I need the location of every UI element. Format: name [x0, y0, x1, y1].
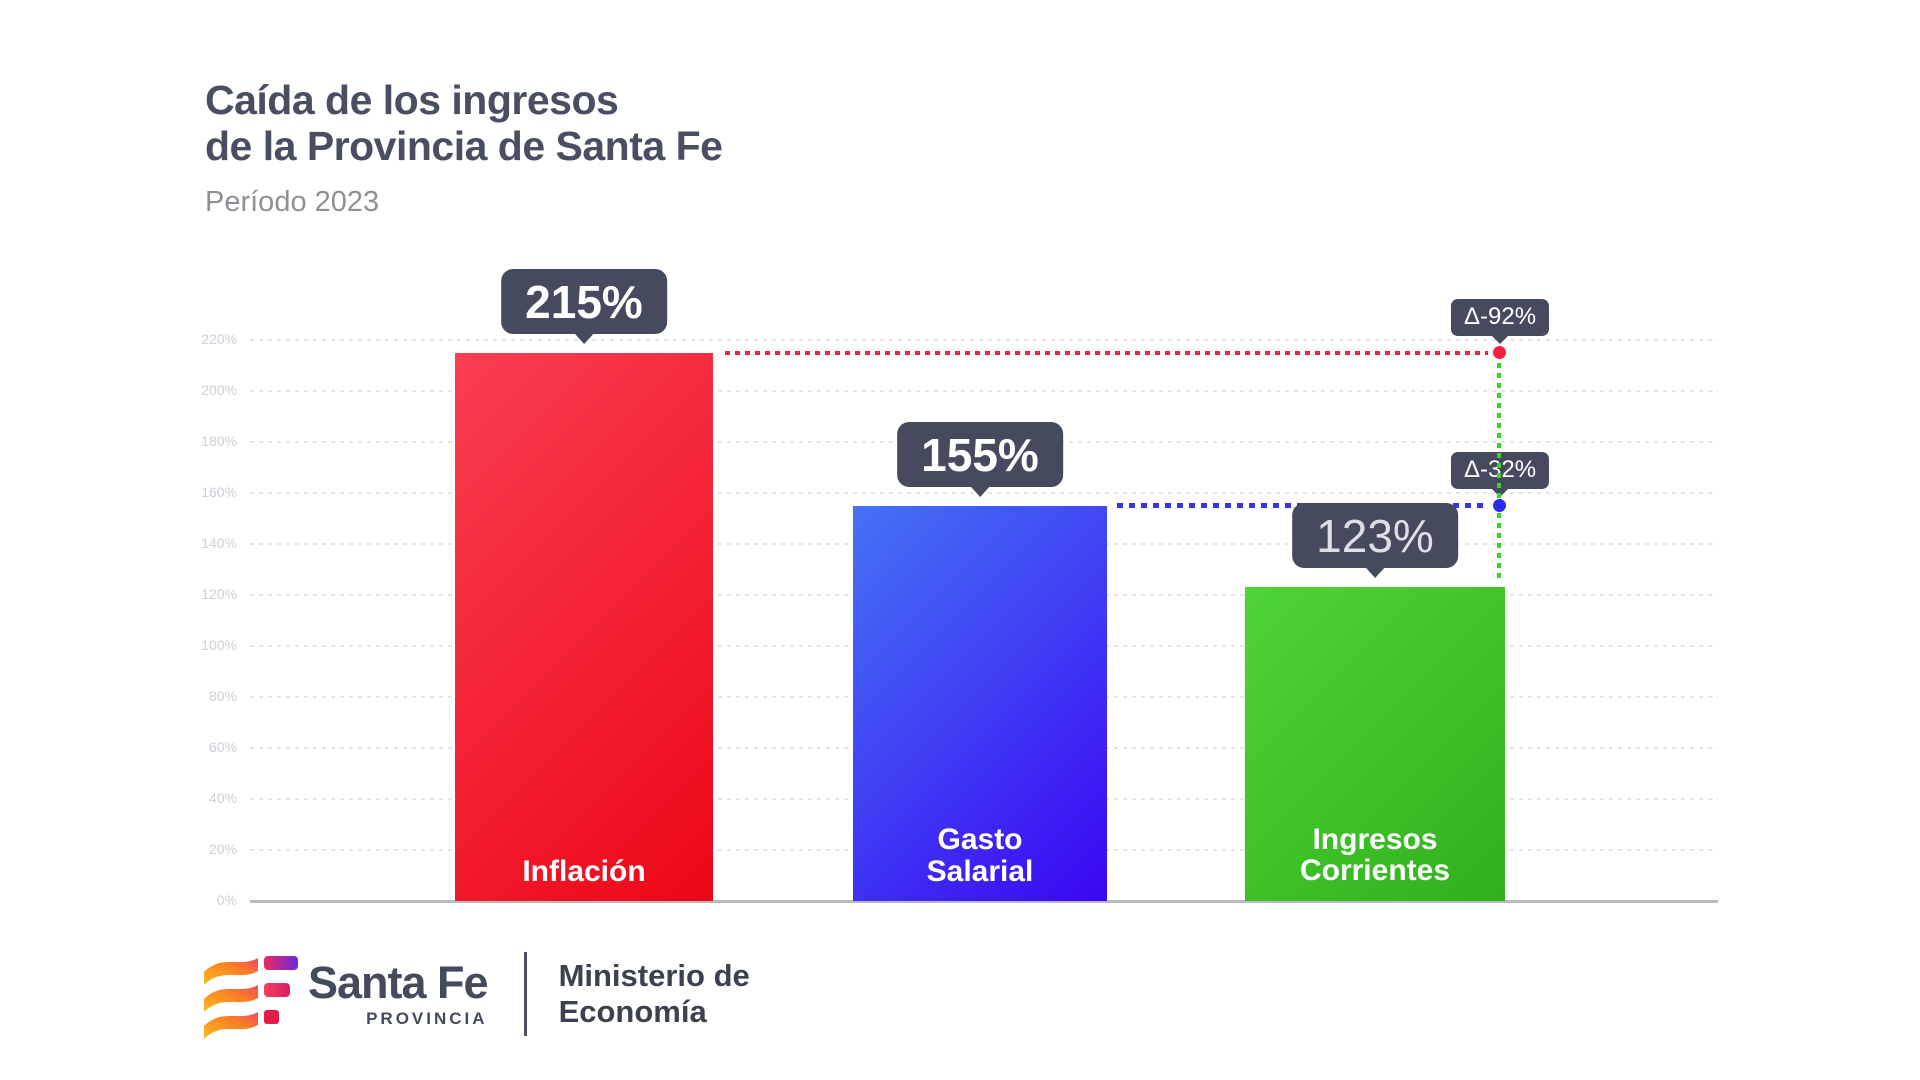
value-badge-ingresos-corrientes: 123%: [1292, 503, 1458, 569]
delta-badge-92: Δ-92%: [1450, 298, 1550, 336]
gridline: [250, 339, 1718, 341]
ministry-line-2: Economía: [558, 994, 707, 1029]
bar-label-gasto-salarial: Gasto Salarial: [853, 824, 1107, 887]
y-tick-label: 200%: [201, 382, 237, 398]
bar-label-inflacion: Inflación: [455, 854, 713, 888]
y-tick-label: 60%: [208, 739, 237, 755]
footer: Santa Fe PROVINCIA Ministerio de Economí…: [200, 948, 750, 1040]
y-tick-label: 80%: [208, 688, 237, 704]
value-badge-inflacion: 215%: [501, 268, 667, 334]
title-line-1: Caída de los ingresos: [205, 77, 619, 123]
y-tick-label: 20%: [208, 841, 237, 857]
y-tick-label: 0%: [216, 892, 237, 908]
chart-subtitle: Período 2023: [205, 185, 380, 218]
y-tick-label: 100%: [201, 637, 237, 653]
page-title: Caída de los ingresos de la Provincia de…: [205, 77, 723, 170]
brand-name: Santa Fe: [308, 956, 489, 1008]
gridline: [250, 390, 1718, 392]
santa-fe-flag-icon: [204, 956, 298, 1039]
brand-block: Santa Fe PROVINCIA: [308, 956, 489, 1029]
y-tick-label: 220%: [201, 331, 237, 347]
y-tick-label: 140%: [201, 535, 237, 551]
bar-label-text: Gasto Salarial: [926, 823, 1034, 888]
y-tick-label: 120%: [201, 586, 237, 602]
y-tick-label: 160%: [201, 484, 237, 500]
header: Caída de los ingresos de la Provincia de…: [205, 77, 723, 219]
value-badge-gasto-salarial: 155%: [897, 421, 1063, 487]
title-line-2: de la Provincia de Santa Fe: [205, 122, 723, 169]
brand-subtitle: PROVINCIA: [366, 1008, 488, 1028]
bar-label-text: Ingresos Corrientes: [1299, 822, 1451, 888]
y-tick-label: 180%: [201, 433, 237, 449]
bar-label-text: Inflación: [522, 854, 646, 888]
bar-inflacion: Inflación: [455, 352, 713, 901]
bar-label-ingresos-corrientes: Ingresos Corrientes: [1245, 824, 1505, 887]
bar-gasto-salarial: Gasto Salarial: [853, 505, 1107, 901]
x-axis-line: [250, 900, 1718, 903]
ministry-name: Ministerio de Economía: [559, 958, 750, 1029]
connector-line-inflacion: [725, 350, 1488, 355]
footer-divider: [523, 952, 527, 1036]
endpoint-dot-red: [1492, 346, 1506, 360]
y-tick-label: 40%: [208, 790, 237, 806]
endpoint-dot-blue: [1492, 499, 1506, 513]
bar-ingresos-corrientes: Ingresos Corrientes: [1245, 587, 1505, 901]
ministry-line-1: Ministerio de: [558, 958, 750, 994]
connector-line-delta-vertical: [1497, 362, 1501, 584]
